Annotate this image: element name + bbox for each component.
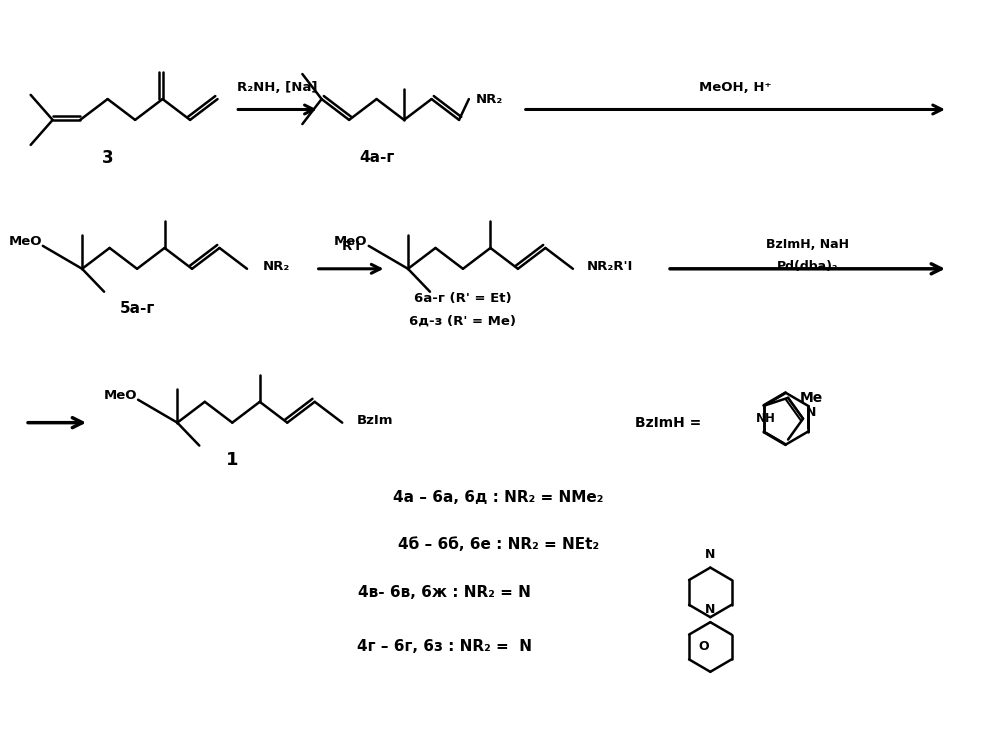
Text: Me: Me — [800, 391, 823, 405]
Text: R'I: R'I — [342, 240, 361, 254]
Text: BzImH, NaH: BzImH, NaH — [766, 239, 849, 252]
Text: 1: 1 — [226, 451, 238, 469]
Text: BzImH =: BzImH = — [635, 416, 701, 430]
Text: N: N — [705, 548, 715, 561]
Text: MeO: MeO — [103, 389, 137, 402]
Text: MeO: MeO — [334, 236, 367, 248]
Text: O: O — [698, 641, 709, 654]
Text: N: N — [806, 406, 817, 419]
Text: 6а-г (R' = Et): 6а-г (R' = Et) — [414, 292, 512, 305]
Text: 4а – 6а, 6д : NR₂ = NMe₂: 4а – 6а, 6д : NR₂ = NMe₂ — [393, 489, 604, 505]
Text: 3: 3 — [101, 148, 113, 166]
Text: 5а-г: 5а-г — [119, 301, 155, 316]
Text: NR₂: NR₂ — [476, 93, 503, 105]
Text: 4в- 6в, 6ж : NR₂ = N: 4в- 6в, 6ж : NR₂ = N — [358, 585, 531, 600]
Text: 6д-з (R' = Me): 6д-з (R' = Me) — [410, 315, 516, 328]
Text: NR₂R'I: NR₂R'I — [587, 261, 633, 273]
Text: 4б – 6б, 6е : NR₂ = NEt₂: 4б – 6б, 6е : NR₂ = NEt₂ — [398, 537, 599, 552]
Text: N: N — [705, 602, 715, 616]
Text: NH: NH — [755, 412, 776, 425]
Text: MeOH, H⁺: MeOH, H⁺ — [699, 81, 771, 94]
Text: R₂NH, [Na]: R₂NH, [Na] — [237, 81, 318, 94]
Text: MeO: MeO — [8, 236, 41, 248]
Text: 4г – 6г, 6з : NR₂ =  N: 4г – 6г, 6з : NR₂ = N — [357, 639, 532, 654]
Text: Pd(dba)₂: Pd(dba)₂ — [777, 261, 838, 273]
Text: BzIm: BzIm — [357, 414, 393, 427]
Text: 4а-г: 4а-г — [359, 150, 394, 165]
Text: NR₂: NR₂ — [263, 261, 290, 273]
